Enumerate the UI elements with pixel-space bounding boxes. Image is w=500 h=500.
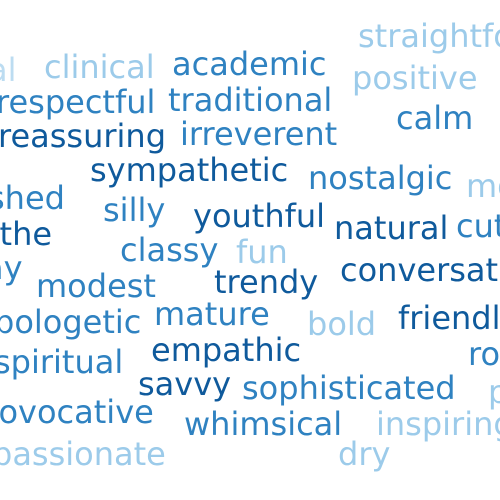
word-positive: positive (352, 59, 478, 97)
word-friendly: friendl (398, 299, 500, 337)
word-dry: dry (338, 435, 391, 473)
word-bold: bold (307, 305, 377, 343)
word-empathic: empathic (151, 331, 302, 369)
word-cut: cut (456, 207, 500, 245)
word-provocative: rovocative (0, 393, 154, 431)
word-natural: natural (334, 209, 449, 247)
word-irreverent: irreverent (180, 115, 338, 153)
word-calm: calm (396, 99, 474, 137)
word-classy: classy (120, 231, 219, 269)
word-youthful: youthful (193, 197, 326, 235)
word-passionate: passionate (0, 435, 166, 473)
word-ay: ay (0, 249, 23, 287)
word-respectful: respectful (0, 83, 156, 121)
word-spiritual: spiritual (0, 343, 124, 381)
word-ro: ro (468, 335, 500, 373)
word-p: p (488, 373, 500, 411)
word-apologetic: pologetic (0, 303, 142, 341)
word-shed: shed (0, 179, 65, 217)
word-academic: academic (172, 45, 327, 83)
word-fun: fun (236, 233, 288, 271)
word-conversational: conversat (340, 251, 499, 289)
word-traditional: traditional (168, 81, 333, 119)
word-inspiring: inspiring (376, 405, 500, 443)
word-modest: modest (36, 267, 156, 305)
word-nostalgic: nostalgic (308, 159, 453, 197)
word-mo: mo (466, 167, 500, 205)
word-reassuring: reassuring (0, 117, 167, 155)
word-straightforward: straightfo (358, 17, 500, 55)
word-whimsical: whimsical (184, 405, 343, 443)
word-sophisticated: sophisticated (242, 369, 456, 407)
word-al: al (0, 51, 17, 89)
word-trendy: trendy (214, 263, 319, 301)
word-mature: mature (154, 295, 270, 333)
word-sympathetic: sympathetic (90, 151, 289, 189)
word-clinical: clinical (44, 48, 155, 86)
word-silly: silly (103, 191, 166, 229)
word-savvy: savvy (138, 365, 232, 403)
word-the: -the (0, 215, 53, 253)
